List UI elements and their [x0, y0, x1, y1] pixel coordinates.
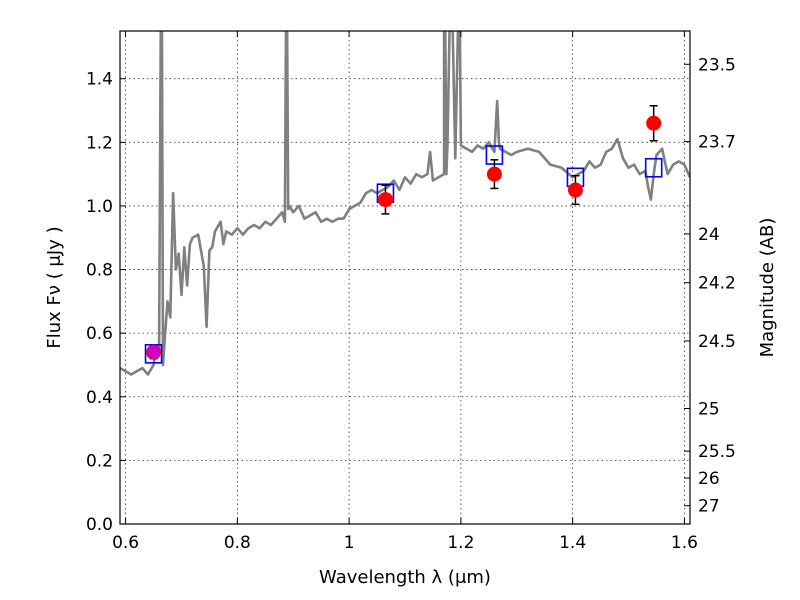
- observed-point: [377, 192, 393, 208]
- y-tick-label: 0.6: [86, 324, 113, 344]
- y-tick-label: 0.0: [86, 515, 113, 535]
- y-axis-right-title: Magnitude (AB): [757, 218, 778, 358]
- right-tick-label: 23.7: [698, 133, 736, 153]
- right-tick-label: 27: [698, 497, 720, 517]
- y-tick-label: 1.0: [86, 197, 113, 217]
- highlight-point: [147, 345, 161, 359]
- y-tick-label: 0.2: [86, 451, 113, 471]
- x-tick-label: 1: [344, 533, 355, 553]
- right-tick-label: 24.5: [698, 332, 736, 352]
- x-tick-label: 1.2: [447, 533, 474, 553]
- spectrum-line: [120, 31, 690, 376]
- x-tick-label: 0.8: [224, 533, 251, 553]
- x-tick-label: 1.6: [671, 533, 698, 553]
- y-axis-title: Flux Fν ( μJy ): [44, 226, 65, 348]
- x-tick-label: 0.6: [112, 533, 139, 553]
- right-tick-label: 25: [698, 400, 720, 420]
- x-tick-label: 1.4: [559, 533, 586, 553]
- plot-frame: [119, 30, 691, 525]
- y-tick-label: 1.2: [86, 133, 113, 153]
- y-tick-label: 1.4: [86, 70, 113, 90]
- x-axis-title: Wavelength λ (μm): [319, 567, 491, 588]
- observed-point: [567, 182, 583, 198]
- right-tick-label: 24: [698, 225, 720, 245]
- right-tick-label: 25.5: [698, 442, 736, 462]
- y-tick-label: 0.8: [86, 261, 113, 281]
- observed-point: [646, 115, 662, 131]
- observed-point: [486, 166, 502, 182]
- right-tick-label: 24.2: [698, 274, 736, 294]
- right-tick-label: 23.5: [698, 55, 736, 75]
- x-axis: 0.6 0.8 1 1.2 1.4 1.6: [112, 31, 698, 553]
- model-spectrum: [120, 31, 690, 376]
- photometry-points: [144, 104, 663, 364]
- model-flux-square: [644, 157, 663, 178]
- y-axis-right: 23.5 23.7 24 24.2 24.5 25 25.5 26 27: [684, 55, 736, 517]
- right-tick-label: 26: [698, 469, 720, 489]
- y-axis-left: 0.0 0.2 0.4 0.6 0.8 1.0 1.2 1.4: [86, 70, 126, 535]
- y-tick-label: 0.4: [86, 388, 113, 408]
